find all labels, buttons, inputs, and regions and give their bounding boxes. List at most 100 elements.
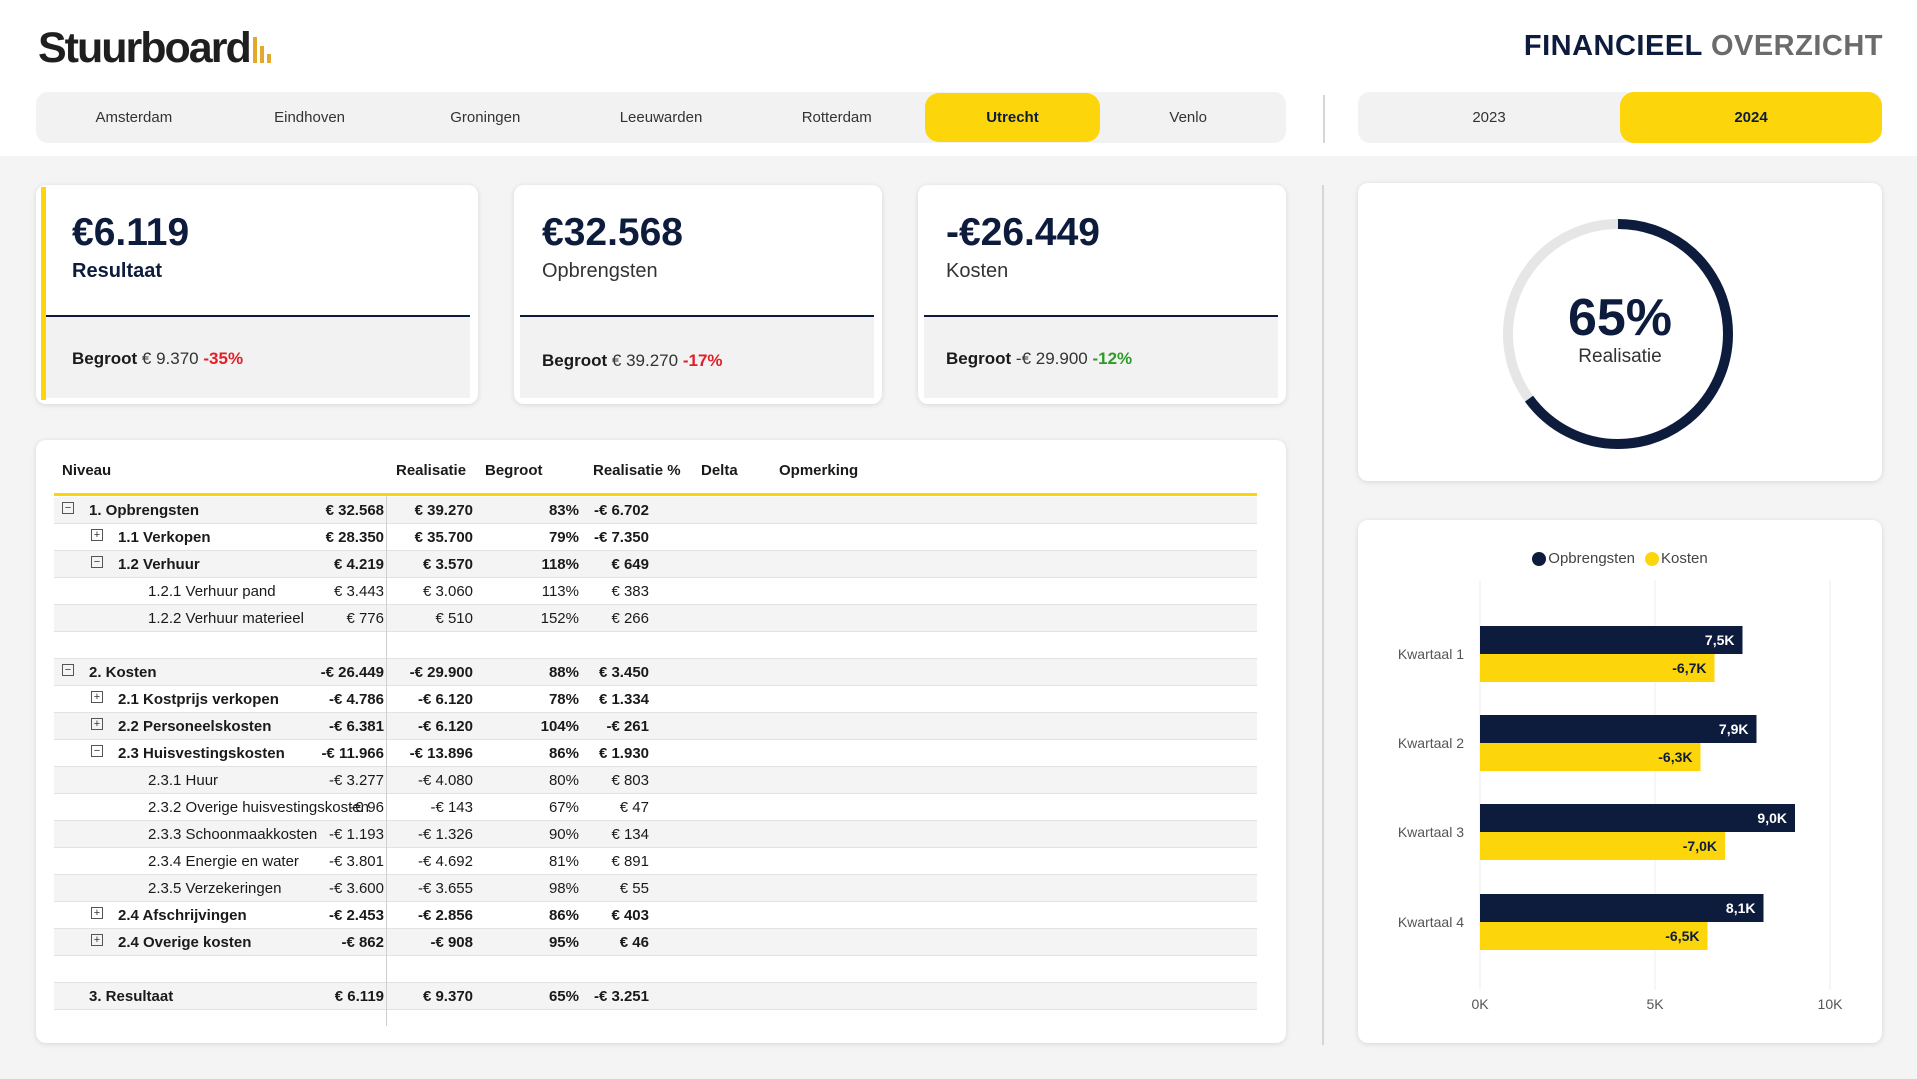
kpi-label: Resultaat [72, 260, 163, 282]
collapse-icon[interactable]: − [62, 502, 74, 514]
cell-delta: € 383 [611, 583, 649, 600]
legend-item-kosten[interactable]: Kosten [1645, 550, 1708, 567]
bar-opbrengsten [1480, 894, 1764, 922]
cell-realisatie-pct: 113% [541, 583, 579, 600]
city-tab-rotterdam[interactable]: Rotterdam [801, 109, 872, 126]
data-label: -6,5K [1665, 928, 1699, 944]
cell-realisatie: -€ 26.449 [320, 664, 384, 681]
column-header-opmerking[interactable]: Opmerking [779, 462, 859, 479]
row-label: 1.2.1 Verhuur pand [148, 583, 276, 600]
kpi-value: -€26.449 [946, 211, 1100, 254]
category-label: Kwartaal 4 [1398, 914, 1464, 930]
cell-realisatie: -€ 3.801 [328, 853, 384, 870]
city-slicer: Amsterdam Eindhoven Groningen Leeuwarden Rot… [36, 92, 1286, 143]
cell-delta: € 803 [611, 772, 649, 789]
row-label: 2. Kosten [89, 664, 157, 681]
cell-realisatie-pct: 81% [548, 853, 579, 870]
collapse-icon[interactable]: − [91, 745, 103, 757]
cell-begroot: -€ 4.692 [417, 853, 473, 870]
city-tab-eindhoven[interactable]: Eindhoven [274, 109, 346, 126]
collapse-icon[interactable]: − [91, 556, 103, 568]
row-label: 1.2 Verhuur [118, 556, 200, 573]
budget-value: € 9.370 [141, 349, 199, 368]
row-label: 2.3.4 Energie en water [148, 853, 299, 870]
cell-begroot: -€ 4.080 [417, 772, 473, 789]
column-header-realisatie[interactable]: Realisatie [396, 462, 467, 479]
expand-icon[interactable]: + [91, 691, 103, 703]
row-label: 1.1 Verkopen [118, 529, 211, 546]
expand-icon[interactable]: + [91, 934, 103, 946]
column-header-realisatie-pct[interactable]: Realisatie % [593, 462, 681, 479]
donut-arc [1524, 219, 1733, 449]
cell-begroot: -€ 143 [430, 799, 473, 816]
cell-begroot: -€ 3.655 [417, 880, 473, 897]
city-tab-leeuwarden[interactable]: Leeuwarden [619, 109, 703, 126]
table-row[interactable]: − 1. Opbrengsten € 32.568 € 39.270 83% -€ 6.7… [54, 497, 1257, 524]
collapse-icon[interactable]: − [62, 664, 74, 676]
cell-realisatie-pct: 118% [541, 556, 579, 573]
bar-opbrengsten [1480, 626, 1743, 654]
column-header-delta[interactable]: Delta [701, 462, 738, 479]
bar-kosten [1480, 922, 1708, 950]
table-row[interactable]: − 2.3 Huisvestingskosten -€ 11.966 -€ 13.89… [54, 740, 1257, 767]
legend-item-opbrengsten[interactable]: Opbrengsten [1532, 550, 1635, 567]
row-label: 2.1 Kostprijs verkopen [118, 691, 279, 708]
table-row[interactable]: +1.1 Verkopen € 28.350 € 35.700 79% -€ 7.350 [54, 524, 1257, 551]
city-tab-amsterdam[interactable]: Amsterdam [95, 109, 173, 126]
row-label: 3. Resultaat [89, 988, 174, 1005]
table-row[interactable]: +2.4 Afschrijvingen -€ 2.453 -€ 2.856 86% € … [54, 902, 1257, 929]
city-tab-groningen[interactable]: Groningen [450, 109, 521, 126]
kpi-value: €6.119 [72, 211, 190, 254]
expand-icon[interactable]: + [91, 529, 103, 541]
category-label: Kwartaal 2 [1398, 735, 1464, 751]
budget-value: € 39.270 [611, 351, 679, 370]
page-title-part2: OVERZICHT [1710, 30, 1883, 62]
budget-value: -€ 29.900 [1015, 349, 1088, 368]
expand-icon[interactable]: + [91, 907, 103, 919]
donut-value: 65% [1567, 289, 1673, 347]
row-label: 2.2 Personeelskosten [118, 718, 272, 735]
row-label: 1.2.2 Verhuur materieel [148, 610, 304, 627]
cell-realisatie: € 6.119 [334, 988, 384, 1005]
expand-icon[interactable]: + [91, 718, 103, 730]
cell-realisatie-pct: 65% [548, 988, 579, 1005]
cell-realisatie: -€ 11.966 [321, 745, 384, 762]
data-label: -6,7K [1672, 660, 1706, 676]
column-header-begroot[interactable]: Begroot [485, 462, 543, 479]
row-label: 2.4 Afschrijvingen [118, 907, 247, 924]
row-label: 2.3.5 Verzekeringen [148, 880, 282, 897]
divider [1322, 185, 1324, 1045]
cell-realisatie-pct: 86% [548, 907, 579, 924]
table-row[interactable]: +2.4 Overige kosten -€ 862 -€ 908 95% € 46 [54, 929, 1257, 956]
table-row[interactable]: +2.1 Kostprijs verkopen -€ 4.786 -€ 6.120 7… [54, 686, 1257, 713]
kpi-budget-line: Begroot € 9.370 -35% [72, 349, 243, 369]
column-header-niveau[interactable]: Niveau [62, 462, 112, 479]
city-tab-venlo[interactable]: Venlo [1169, 109, 1207, 126]
kpi-card-resultaat: €6.119 Resultaat Begroot € 9.370 -35% [36, 185, 478, 404]
table-row[interactable]: − 1.2 Verhuur € 4.219 € 3.570 118% € 649 [54, 551, 1257, 578]
donut-chart [1503, 219, 1733, 449]
data-label: 7,5K [1705, 632, 1735, 648]
table-row[interactable]: − 2. Kosten -€ 26.449 -€ 29.900 88% € 3.450 [54, 659, 1257, 686]
category-label: Kwartaal 3 [1398, 824, 1464, 840]
logo-bars-icon [252, 37, 274, 63]
data-label: 9,0K [1757, 810, 1787, 826]
x-tick-label: 10K [1818, 996, 1844, 1012]
financial-table: Niveau Realisatie Begroot Realisatie % D… [36, 440, 1286, 1043]
cell-delta: € 134 [611, 826, 649, 843]
kpi-budget-line: Begroot € 39.270 -17% [542, 351, 723, 371]
year-tab-2023[interactable]: 2023 [1472, 109, 1506, 126]
cell-begroot: -€ 908 [430, 934, 473, 951]
year-tab-2024[interactable]: 2024 [1620, 92, 1882, 143]
row-label: 2.3.1 Huur [148, 772, 219, 789]
cell-delta: -€ 261 [606, 718, 649, 735]
table-row[interactable]: +2.2 Personeelskosten -€ 6.381 -€ 6.120 104… [54, 713, 1257, 740]
city-tab-utrecht[interactable]: Utrecht [924, 93, 1101, 142]
kpi-label: Kosten [946, 260, 1009, 282]
data-label: -6,3K [1658, 749, 1692, 765]
kpi-budget-panel: Begroot -€ 29.900 -12% [924, 315, 1278, 398]
bar-opbrengsten [1480, 715, 1757, 743]
kpi-budget-panel: Begroot € 39.270 -17% [520, 315, 874, 398]
budget-label: Begroot [72, 349, 138, 368]
cell-begroot: -€ 2.856 [417, 907, 473, 924]
